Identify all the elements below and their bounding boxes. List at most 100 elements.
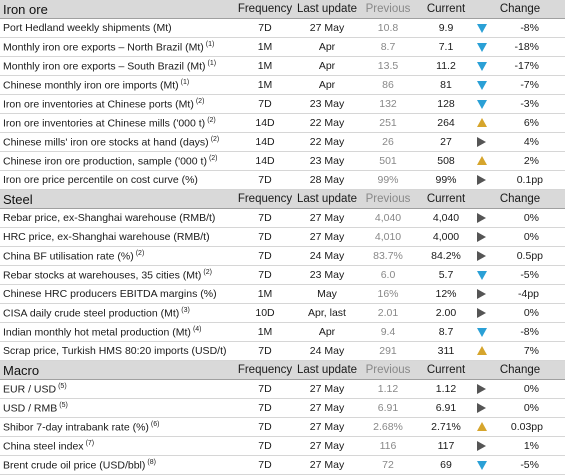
- footnote-marker: (2): [210, 135, 220, 143]
- table-row: CISA daily crude steel production (Mt) (3…: [0, 303, 565, 323]
- previous-value: 8.7: [359, 37, 417, 57]
- triangle-right-icon: [477, 384, 486, 394]
- header-change: Change: [475, 0, 565, 19]
- section-header: Steel Frequency Last update Previous Current…: [0, 189, 565, 209]
- indicator-label: Chinese monthly iron ore imports (Mt): [3, 79, 179, 92]
- header-current: Current: [417, 360, 475, 380]
- footnote-marker: (2): [208, 154, 218, 162]
- header-last-update: Last update: [295, 189, 359, 209]
- change-value: -8%: [520, 22, 539, 34]
- indicator-label: Iron ore inventories at Chinese ports (M…: [3, 98, 194, 111]
- current-value: 4,000: [417, 227, 475, 247]
- indicator-name: Indian monthly hot metal production (Mt)…: [0, 322, 235, 342]
- change-cell: 0%: [475, 379, 565, 399]
- indicator-name: HRC price, ex-Shanghai warehouse (RMB/t): [0, 227, 235, 247]
- last-update-cell: 27 May: [295, 18, 359, 38]
- current-value: 1.12: [417, 379, 475, 399]
- indicator-label: CISA daily crude steel production (Mt): [3, 307, 180, 320]
- triangle-right-icon: [477, 213, 486, 223]
- table-row: Port Hedland weekly shipments (Mt) 7D 27 M…: [0, 18, 565, 38]
- table-row: Shibor 7-day intrabank rate (%) (6) 7D 27 M…: [0, 417, 565, 437]
- footnote-marker: (1): [205, 40, 215, 48]
- indicator-name: China steel index (7): [0, 436, 235, 456]
- header-previous: Previous: [359, 189, 417, 209]
- table-row: Brent crude oil price (USD/bbl) (8) 7D 27 M…: [0, 455, 565, 475]
- last-update-cell: 23 May: [295, 94, 359, 114]
- triangle-down-icon: [477, 62, 487, 71]
- change-cell: 6%: [475, 113, 565, 133]
- current-value: 8.7: [417, 322, 475, 342]
- indicator-label: Port Hedland weekly shipments (Mt): [3, 22, 172, 34]
- footnote-marker: (2): [203, 268, 212, 276]
- change-value: 0.1pp: [516, 174, 543, 186]
- triangle-down-icon: [477, 43, 487, 52]
- change-value: 0%: [523, 231, 539, 243]
- current-value: 12%: [417, 284, 475, 304]
- change-value: 0%: [523, 402, 539, 414]
- indicator-label: Rebar price, ex-Shanghai warehouse (RMB/…: [3, 212, 216, 224]
- change-cell: 7%: [475, 341, 565, 361]
- last-update-cell: 27 May: [295, 398, 359, 418]
- change-value: 2%: [523, 155, 539, 167]
- frequency-cell: 7D: [235, 341, 295, 361]
- header-current: Current: [417, 0, 475, 19]
- previous-value: 83.7%: [359, 246, 417, 266]
- indicator-name: Rebar price, ex-Shanghai warehouse (RMB/…: [0, 208, 235, 228]
- table-row: Scrap price, Turkish HMS 80:20 imports (…: [0, 341, 565, 361]
- change-cell: 0%: [475, 303, 565, 323]
- header-previous: Previous: [359, 360, 417, 380]
- indicator-name: Chinese monthly iron ore imports (Mt) (1): [0, 75, 235, 95]
- previous-value: 6.91: [359, 398, 417, 418]
- indicator-name: Port Hedland weekly shipments (Mt): [0, 18, 235, 38]
- last-update-cell: 27 May: [295, 208, 359, 228]
- change-value: 0.03pp: [510, 421, 543, 433]
- triangle-right-icon: [477, 232, 486, 242]
- change-value: 0%: [523, 383, 539, 395]
- change-value: -7%: [520, 79, 539, 91]
- change-value: 0%: [523, 307, 539, 319]
- current-value: 508: [417, 151, 475, 171]
- frequency-cell: 7D: [235, 436, 295, 456]
- frequency-cell: 14D: [235, 132, 295, 152]
- indicator-label: Scrap price, Turkish HMS 80:20 imports (…: [3, 345, 227, 357]
- triangle-down-icon: [477, 81, 487, 90]
- table-row: Iron ore price percentile on cost curve …: [0, 170, 565, 190]
- last-update-cell: May: [295, 284, 359, 304]
- section-title: Iron ore: [0, 0, 235, 19]
- footnote-marker: (2): [207, 116, 216, 124]
- header-frequency: Frequency: [235, 0, 295, 19]
- current-value: 2.71%: [417, 417, 475, 437]
- footnote-marker: (8): [147, 458, 156, 466]
- frequency-cell: 7D: [235, 246, 295, 266]
- section-title: Macro: [0, 360, 235, 380]
- last-update-cell: 27 May: [295, 455, 359, 475]
- last-update-cell: 28 May: [295, 170, 359, 190]
- current-value: 6.91: [417, 398, 475, 418]
- current-value: 27: [417, 132, 475, 152]
- change-cell: -8%: [475, 322, 565, 342]
- change-cell: -8%: [475, 18, 565, 38]
- table-row: Monthly iron ore exports – North Brazil …: [0, 37, 565, 57]
- indicator-name: EUR / USD (5): [0, 379, 235, 399]
- triangle-up-icon: [477, 156, 487, 165]
- frequency-cell: 7D: [235, 417, 295, 437]
- last-update-cell: 24 May: [295, 341, 359, 361]
- current-value: 4,040: [417, 208, 475, 228]
- current-value: 84.2%: [417, 246, 475, 266]
- header-last-update: Last update: [295, 0, 359, 19]
- table-row: Rebar price, ex-Shanghai warehouse (RMB/…: [0, 208, 565, 228]
- header-change: Change: [475, 189, 565, 209]
- triangle-down-icon: [477, 271, 487, 280]
- table-row: USD / RMB (5) 7D 27 May 6.91 6.91 0%: [0, 398, 565, 418]
- footnote-marker: (7): [85, 439, 95, 447]
- frequency-cell: 1M: [235, 75, 295, 95]
- change-cell: -4pp: [475, 284, 565, 304]
- last-update-cell: 27 May: [295, 436, 359, 456]
- previous-value: 116: [359, 436, 417, 456]
- triangle-down-icon: [477, 328, 487, 337]
- footnote-marker: (2): [135, 249, 145, 257]
- indicator-name: Chinese iron ore production, sample ('00…: [0, 151, 235, 171]
- indicator-label: USD / RMB: [3, 402, 58, 415]
- table-row: Monthly iron ore exports – South Brazil …: [0, 56, 565, 76]
